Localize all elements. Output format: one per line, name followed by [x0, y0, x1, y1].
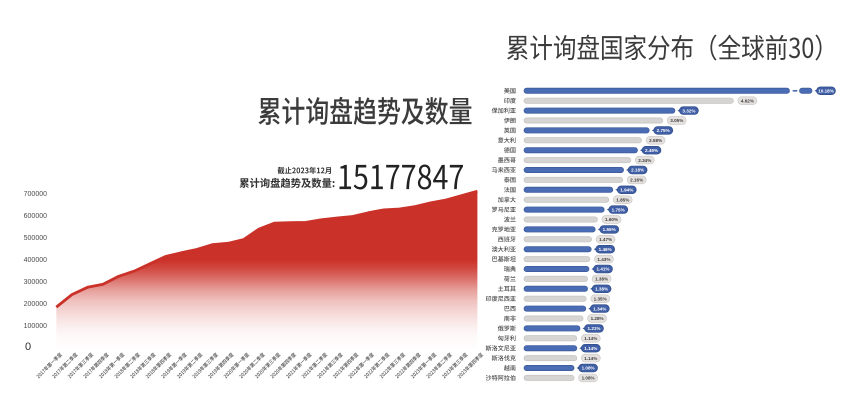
svg-text:500000: 500000	[24, 235, 47, 242]
svg-text:1.55%: 1.55%	[603, 227, 616, 232]
svg-text:2.34%: 2.34%	[638, 158, 651, 163]
svg-text:100000: 100000	[24, 323, 47, 330]
svg-text:0: 0	[25, 341, 31, 353]
svg-text:1.08%: 1.08%	[582, 366, 595, 371]
svg-text:1.85%: 1.85%	[616, 197, 629, 202]
svg-text:1.46%: 1.46%	[599, 247, 612, 252]
svg-text:200000: 200000	[24, 301, 47, 308]
svg-text:1.14%: 1.14%	[584, 346, 597, 351]
svg-text:700000: 700000	[24, 191, 47, 198]
svg-text:1.75%: 1.75%	[612, 207, 625, 212]
svg-text:1.43%: 1.43%	[597, 257, 610, 262]
svg-text:1.35%: 1.35%	[594, 296, 607, 301]
svg-text:1.47%: 1.47%	[599, 237, 612, 242]
svg-text:3.32%: 3.32%	[682, 108, 695, 113]
svg-text:2.49%: 2.49%	[645, 148, 658, 153]
svg-text:1.08%: 1.08%	[582, 376, 595, 381]
svg-text:1.60%: 1.60%	[605, 217, 618, 222]
svg-text:400000: 400000	[24, 257, 47, 264]
svg-text:1.38%: 1.38%	[595, 287, 608, 292]
svg-text:1.14%: 1.14%	[584, 336, 597, 341]
svg-text:1.21%: 1.21%	[587, 326, 600, 331]
svg-text:2.75%: 2.75%	[657, 128, 670, 133]
svg-text:1.38%: 1.38%	[595, 277, 608, 282]
svg-text:4.62%: 4.62%	[741, 98, 754, 103]
svg-text:2.18%: 2.18%	[631, 168, 644, 173]
svg-text:10.18%: 10.18%	[818, 89, 834, 94]
svg-text:1.28%: 1.28%	[591, 316, 604, 321]
svg-text:1.34%: 1.34%	[593, 306, 606, 311]
svg-text:2.58%: 2.58%	[649, 138, 662, 143]
svg-text:2.16%: 2.16%	[630, 178, 643, 183]
svg-text:600000: 600000	[24, 213, 47, 220]
svg-text:1.41%: 1.41%	[596, 267, 609, 272]
svg-text:3.05%: 3.05%	[670, 118, 683, 123]
svg-text:1.14%: 1.14%	[584, 356, 597, 361]
svg-text:300000: 300000	[24, 279, 47, 286]
svg-text:1.94%: 1.94%	[620, 188, 633, 193]
